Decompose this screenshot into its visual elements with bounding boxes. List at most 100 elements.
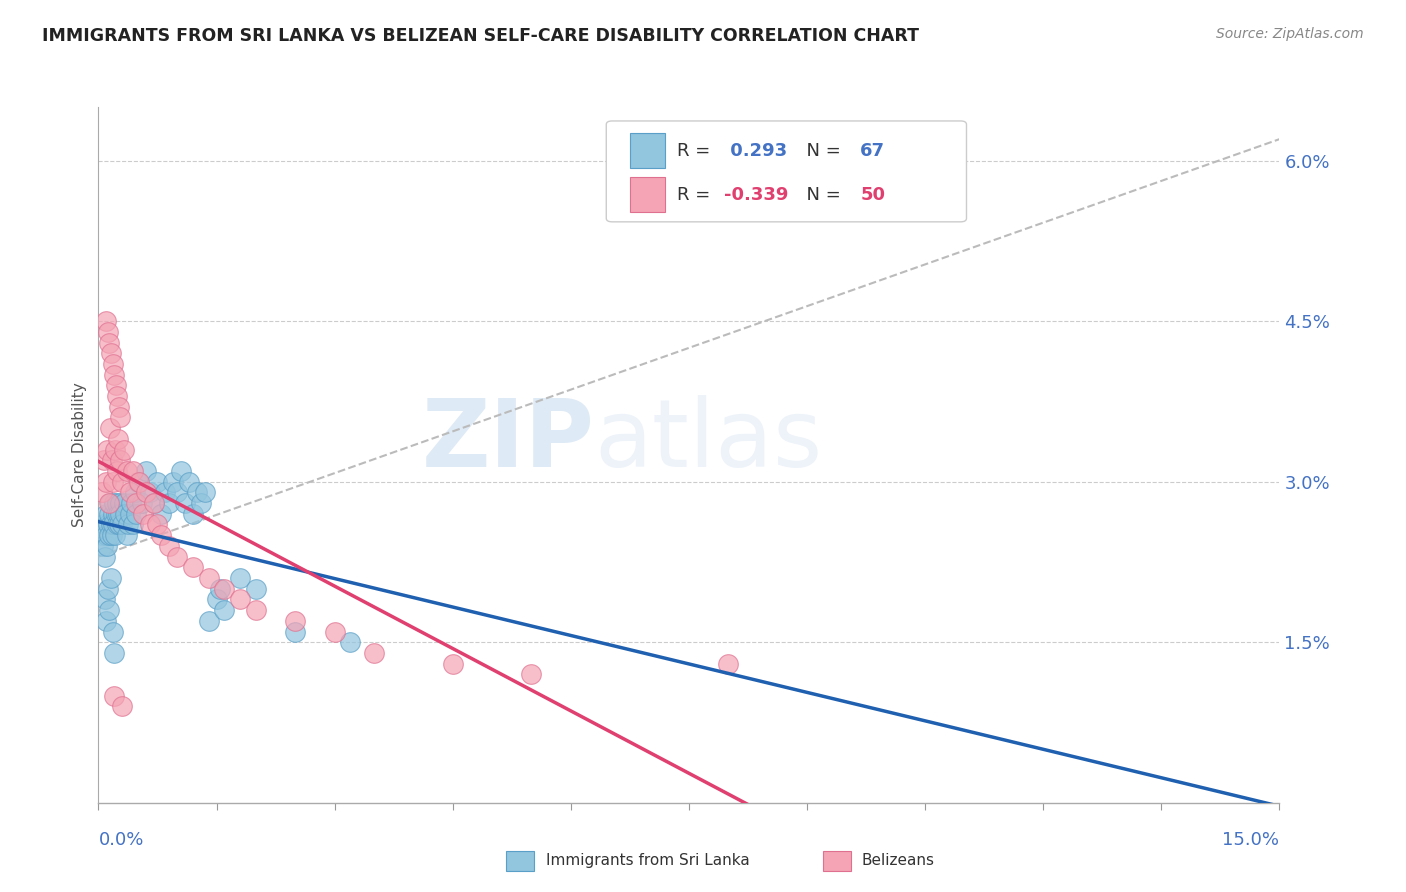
Point (94, 475, 117, 489)
Point (97, 496, 120, 510)
Point (162, 475, 184, 489)
Point (146, 475, 169, 489)
Point (103, 496, 125, 510)
Point (107, 432, 129, 446)
Point (112, 442, 135, 457)
Point (112, 496, 135, 510)
Point (98, 421, 121, 435)
Point (135, 464, 157, 478)
Point (98, 507, 121, 521)
Point (177, 475, 200, 489)
Point (93, 453, 115, 467)
Point (284, 624, 307, 639)
Point (103, 475, 125, 489)
Text: N =: N = (796, 186, 846, 204)
Point (101, 507, 124, 521)
Point (150, 528, 173, 542)
Point (105, 464, 128, 478)
Point (111, 517, 134, 532)
Point (108, 400, 131, 414)
Point (122, 464, 145, 478)
Point (157, 496, 180, 510)
Point (114, 507, 136, 521)
Point (111, 475, 134, 489)
Point (115, 528, 138, 542)
Point (117, 517, 139, 532)
Point (245, 582, 267, 596)
Point (127, 475, 149, 489)
Point (197, 571, 219, 585)
Point (103, 646, 125, 660)
Point (229, 571, 252, 585)
Point (91, 528, 114, 542)
Point (118, 485, 141, 500)
Point (105, 517, 128, 532)
Point (214, 582, 236, 596)
Point (96, 442, 118, 457)
Point (98, 335, 121, 350)
Point (93, 592, 115, 607)
Point (93, 517, 115, 532)
Point (93, 549, 115, 564)
Text: ZIP: ZIP (422, 395, 595, 487)
Point (131, 507, 153, 521)
Point (103, 368, 125, 382)
Point (101, 357, 124, 371)
Point (107, 507, 129, 521)
Point (118, 507, 141, 521)
Point (166, 485, 188, 500)
Text: Immigrants from Sri Lanka: Immigrants from Sri Lanka (546, 854, 749, 868)
Point (135, 485, 157, 500)
Point (115, 464, 138, 478)
Point (96, 507, 118, 521)
Point (181, 560, 204, 574)
Point (96, 539, 118, 553)
Point (100, 517, 122, 532)
Point (103, 689, 125, 703)
Text: R =: R = (678, 142, 716, 160)
Point (125, 496, 148, 510)
Point (97, 582, 120, 596)
Point (209, 582, 232, 596)
Point (155, 485, 177, 500)
Point (205, 592, 228, 607)
Point (142, 496, 165, 510)
Point (138, 517, 160, 532)
Point (323, 624, 346, 639)
Point (717, 657, 740, 671)
Point (194, 485, 217, 500)
Point (150, 507, 173, 521)
Y-axis label: Self-Care Disability: Self-Care Disability (72, 383, 87, 527)
Point (96, 314, 118, 328)
Point (105, 389, 128, 403)
Point (245, 603, 267, 617)
Text: 50: 50 (860, 186, 886, 204)
Point (98, 496, 121, 510)
Point (104, 507, 127, 521)
Point (131, 496, 153, 510)
Point (105, 496, 128, 510)
Point (124, 485, 146, 500)
Text: IMMIGRANTS FROM SRI LANKA VS BELIZEAN SELF-CARE DISABILITY CORRELATION CHART: IMMIGRANTS FROM SRI LANKA VS BELIZEAN SE… (42, 27, 920, 45)
Point (104, 528, 127, 542)
Point (104, 378, 127, 392)
Point (104, 442, 127, 457)
Point (111, 699, 134, 714)
Text: -0.339: -0.339 (724, 186, 789, 204)
FancyBboxPatch shape (630, 133, 665, 168)
Point (441, 657, 464, 671)
Point (339, 635, 361, 649)
Point (101, 624, 124, 639)
Text: N =: N = (796, 142, 846, 160)
Point (110, 410, 132, 425)
Point (108, 496, 131, 510)
Point (157, 539, 180, 553)
Point (121, 496, 143, 510)
Text: 0.293: 0.293 (724, 142, 787, 160)
Point (103, 517, 125, 532)
Point (520, 667, 543, 681)
Point (91, 485, 114, 500)
Point (97, 325, 120, 339)
Point (128, 475, 150, 489)
Text: 0.0%: 0.0% (98, 830, 143, 848)
